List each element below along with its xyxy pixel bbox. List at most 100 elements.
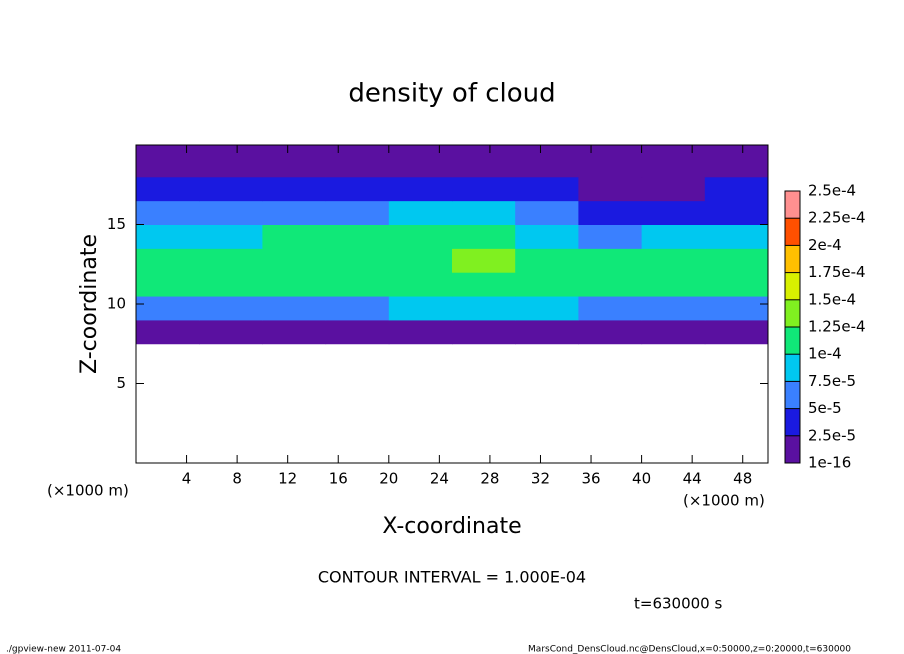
x-tick-label: 28 xyxy=(480,470,499,488)
cell xyxy=(515,248,579,273)
cell xyxy=(199,224,263,249)
cell xyxy=(388,145,453,178)
chart-title: density of cloud xyxy=(348,79,555,109)
cell xyxy=(199,176,263,202)
cell xyxy=(325,319,390,345)
cell xyxy=(388,248,453,273)
colorbar-band xyxy=(785,408,800,436)
cell xyxy=(136,224,200,249)
cell xyxy=(452,319,516,345)
colorbar-label: 2e-4 xyxy=(808,236,842,254)
cell xyxy=(452,145,516,178)
cell xyxy=(388,200,453,225)
y-tick-label: 10 xyxy=(107,295,126,313)
axes: 4 8 12 16 20 24 28 32 36 40 44 48510151e-162.5e-55e… xyxy=(107,144,866,488)
time-note: t=630000 s xyxy=(634,595,722,613)
colorbar-band xyxy=(785,327,800,355)
cell xyxy=(704,176,769,202)
cell xyxy=(704,200,769,225)
cell xyxy=(515,176,579,202)
cell xyxy=(136,272,200,297)
colorbar-band xyxy=(785,245,800,273)
x-unit: (×1000 m) xyxy=(683,492,765,510)
cell xyxy=(641,296,706,321)
cell xyxy=(704,248,769,273)
cell xyxy=(452,296,516,321)
colorbar-label: 1e-4 xyxy=(808,345,842,363)
x-tick-label: 36 xyxy=(581,470,600,488)
x-tick-label: 44 xyxy=(683,470,702,488)
x-tick-label: 4 xyxy=(182,470,192,488)
cell xyxy=(578,272,643,297)
cell xyxy=(578,248,643,273)
cell xyxy=(578,319,643,345)
colorbar-band xyxy=(785,354,800,382)
cell xyxy=(388,272,453,297)
cell xyxy=(704,224,769,249)
x-tick-label: 40 xyxy=(632,470,651,488)
x-axis-label: X-coordinate xyxy=(382,514,521,539)
cell xyxy=(578,296,643,321)
cell xyxy=(704,272,769,297)
cell xyxy=(262,224,327,249)
colorbar-label: 7.5e-5 xyxy=(808,372,856,390)
cell xyxy=(641,224,706,249)
cell xyxy=(388,176,453,202)
cell xyxy=(578,224,643,249)
cell xyxy=(578,145,643,178)
cell xyxy=(136,319,200,345)
cell xyxy=(388,296,453,321)
cell xyxy=(199,272,263,297)
cell xyxy=(452,200,516,225)
x-tick-label: 16 xyxy=(329,470,348,488)
contour-note: CONTOUR INTERVAL = 1.000E-04 xyxy=(318,568,586,587)
cell xyxy=(199,319,263,345)
cell xyxy=(199,200,263,225)
colorbar-band xyxy=(785,381,800,409)
cell xyxy=(136,200,200,225)
x-tick-label: 48 xyxy=(733,470,752,488)
cell xyxy=(325,248,390,273)
cell xyxy=(704,319,769,345)
cell xyxy=(262,296,327,321)
heatmap xyxy=(136,145,769,345)
colorbar-label: 1.5e-4 xyxy=(808,290,856,308)
cell xyxy=(136,296,200,321)
cell xyxy=(515,272,579,297)
cell xyxy=(388,224,453,249)
cell xyxy=(452,224,516,249)
cell xyxy=(641,145,706,178)
cell xyxy=(136,145,200,178)
colorbar-band xyxy=(785,272,800,300)
colorbar-band xyxy=(785,435,800,463)
footer-left: ./gpview-new 2011-07-04 xyxy=(6,645,121,654)
cell xyxy=(704,296,769,321)
cell xyxy=(452,248,516,273)
cell xyxy=(325,296,390,321)
cell xyxy=(641,176,706,202)
cell xyxy=(452,272,516,297)
colorbar-band xyxy=(785,191,800,219)
cell xyxy=(515,145,579,178)
cell xyxy=(199,296,263,321)
x-tick-label: 8 xyxy=(232,470,242,488)
cell xyxy=(262,176,327,202)
cell xyxy=(515,224,579,249)
cell xyxy=(578,200,643,225)
x-tick-label: 12 xyxy=(278,470,297,488)
cell xyxy=(325,200,390,225)
cell xyxy=(325,176,390,202)
cell xyxy=(515,296,579,321)
cell xyxy=(452,176,516,202)
colorbar-label: 1.25e-4 xyxy=(808,318,866,336)
footer-right: MarsCond_DensCloud.nc@DensCloud,x=0:5000… xyxy=(528,645,851,654)
colorbar-label: 1e-16 xyxy=(808,454,851,472)
cell xyxy=(325,272,390,297)
x-tick-label: 20 xyxy=(379,470,398,488)
cell xyxy=(262,248,327,273)
cell xyxy=(641,200,706,225)
colorbar-label: 5e-5 xyxy=(808,399,842,417)
x-tick-label: 32 xyxy=(531,470,550,488)
cell xyxy=(262,200,327,225)
